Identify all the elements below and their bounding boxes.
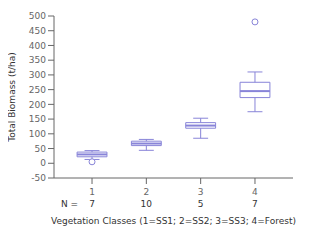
svg-text:350: 350: [29, 55, 46, 65]
svg-text:500: 500: [29, 11, 46, 21]
svg-text:50: 50: [35, 144, 47, 154]
svg-text:7: 7: [89, 199, 95, 209]
svg-text:300: 300: [29, 70, 46, 80]
svg-text:2: 2: [143, 187, 149, 197]
svg-text:4: 4: [252, 187, 258, 197]
svg-text:200: 200: [29, 100, 46, 110]
svg-text:0: 0: [40, 158, 46, 168]
svg-text:250: 250: [29, 85, 46, 95]
svg-text:150: 150: [29, 114, 46, 124]
svg-text:7: 7: [252, 199, 258, 209]
svg-text:1: 1: [89, 187, 95, 197]
svg-text:400: 400: [29, 41, 46, 51]
svg-text:100: 100: [29, 129, 46, 139]
svg-text:Vegetation Classes (1=SS1; 2=S: Vegetation Classes (1=SS1; 2=SS2; 3=SS3;…: [51, 216, 296, 226]
svg-text:-50: -50: [31, 173, 46, 183]
svg-text:10: 10: [141, 199, 153, 209]
svg-text:N =: N =: [61, 199, 78, 209]
svg-text:5: 5: [198, 199, 204, 209]
svg-text:450: 450: [29, 26, 46, 36]
svg-text:3: 3: [198, 187, 204, 197]
svg-text:Total Biomass (t/ha): Total Biomass (t/ha): [8, 52, 17, 142]
